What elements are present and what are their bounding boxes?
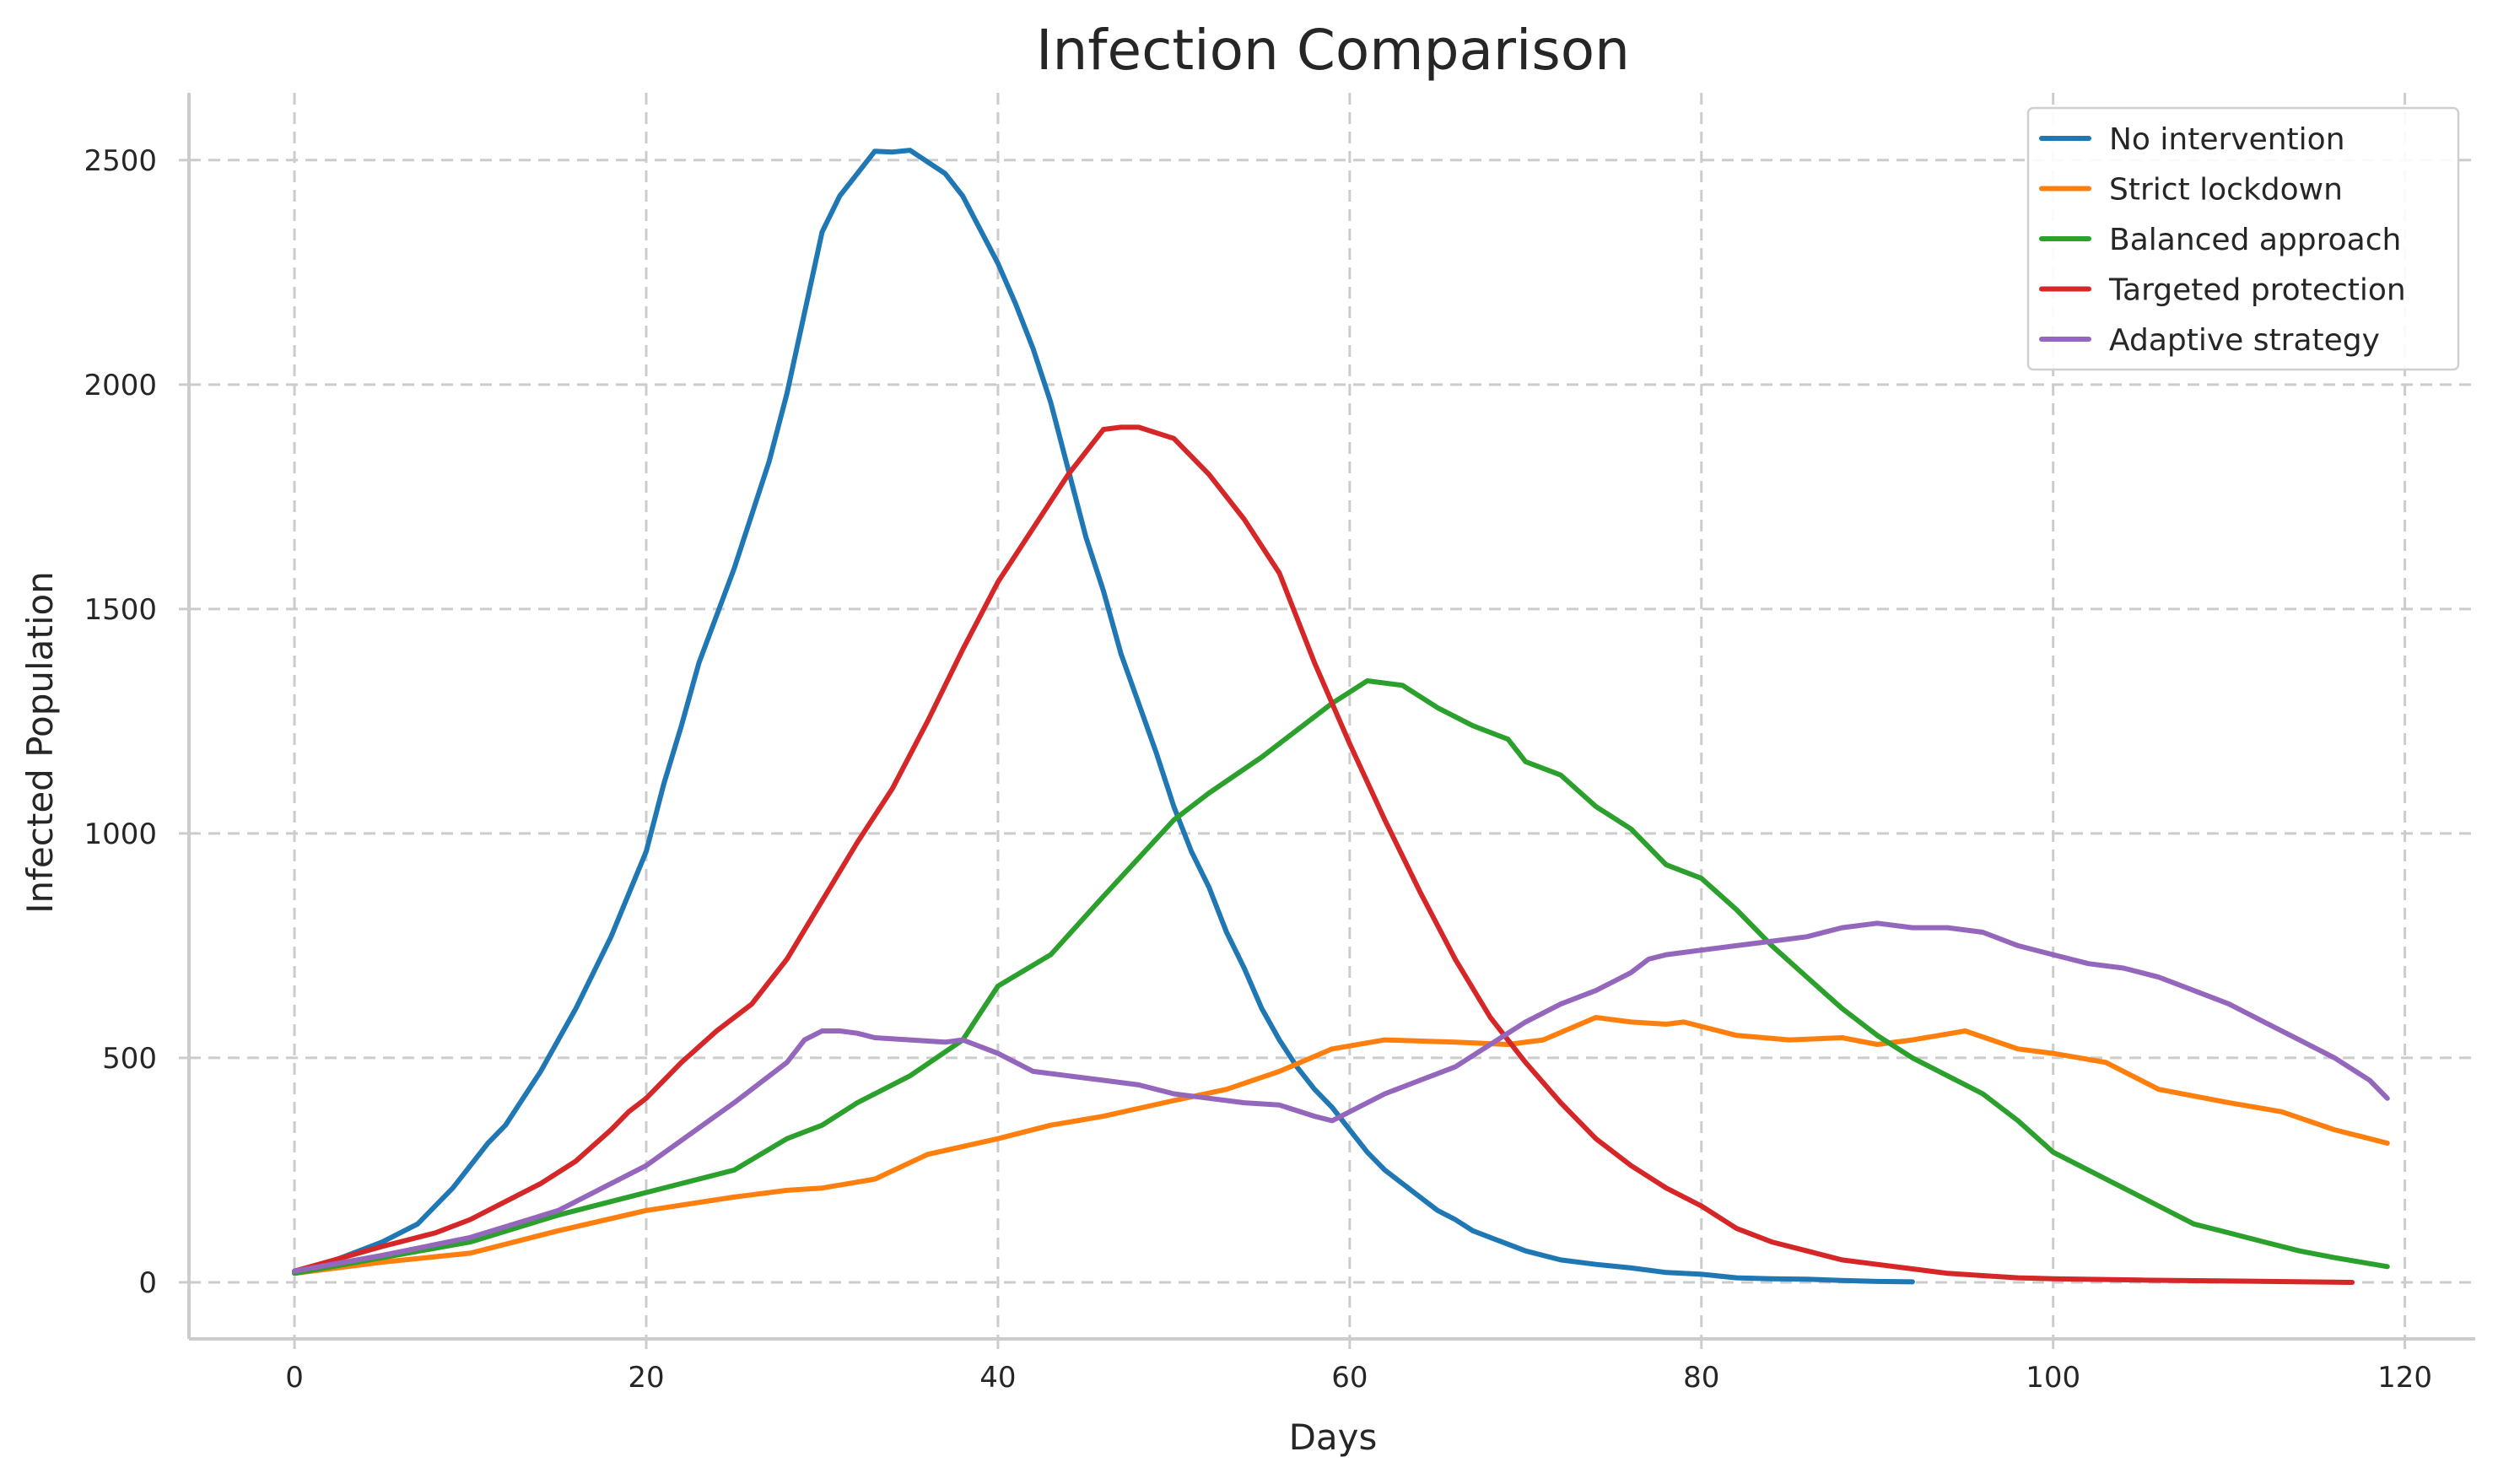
axes-spines [187, 93, 2475, 1341]
series-line-balanced-approach [292, 678, 2390, 1276]
y-axis-label: Infected Population [19, 571, 61, 914]
x-tick-label: 120 [2377, 1361, 2432, 1395]
series-lines [292, 148, 2390, 1285]
x-tick-label: 80 [1683, 1361, 1719, 1395]
legend-label: No intervention [2109, 122, 2345, 157]
legend-label: Adaptive strategy [2109, 323, 2380, 358]
legend-label: Balanced approach [2109, 223, 2401, 257]
x-tick-label: 40 [979, 1361, 1016, 1395]
x-tick-label: 100 [2026, 1361, 2080, 1395]
series-line-no-intervention [292, 148, 1915, 1285]
legend: No intervention Strict lockdown Balanced a… [2026, 106, 2460, 371]
y-tick-label: 500 [102, 1042, 157, 1076]
legend-label: Targeted protection [2108, 273, 2406, 308]
legend-frame [2026, 106, 2460, 371]
series-line-strict-lockdown [292, 1015, 2390, 1276]
y-tick-label: 0 [138, 1266, 157, 1300]
y-tick-label: 1000 [84, 818, 157, 851]
y-tick-label: 2500 [84, 144, 157, 178]
series-line-adaptive-strategy [292, 920, 2390, 1274]
series-line-targeted-protection [292, 424, 2355, 1285]
y-tick-label: 2000 [84, 369, 157, 402]
axis-ticks: 0 20 40 60 80 100 120 0 500 1000 1500 2000 2500 [84, 144, 2432, 1395]
x-tick-label: 0 [285, 1361, 304, 1395]
chart-title: Infection Comparison [1036, 18, 1630, 83]
legend-label: Strict lockdown [2109, 173, 2343, 208]
x-axis-label: Days [1289, 1417, 1378, 1458]
y-tick-label: 1500 [84, 593, 157, 627]
x-tick-label: 20 [628, 1361, 664, 1395]
x-tick-label: 60 [1331, 1361, 1368, 1395]
